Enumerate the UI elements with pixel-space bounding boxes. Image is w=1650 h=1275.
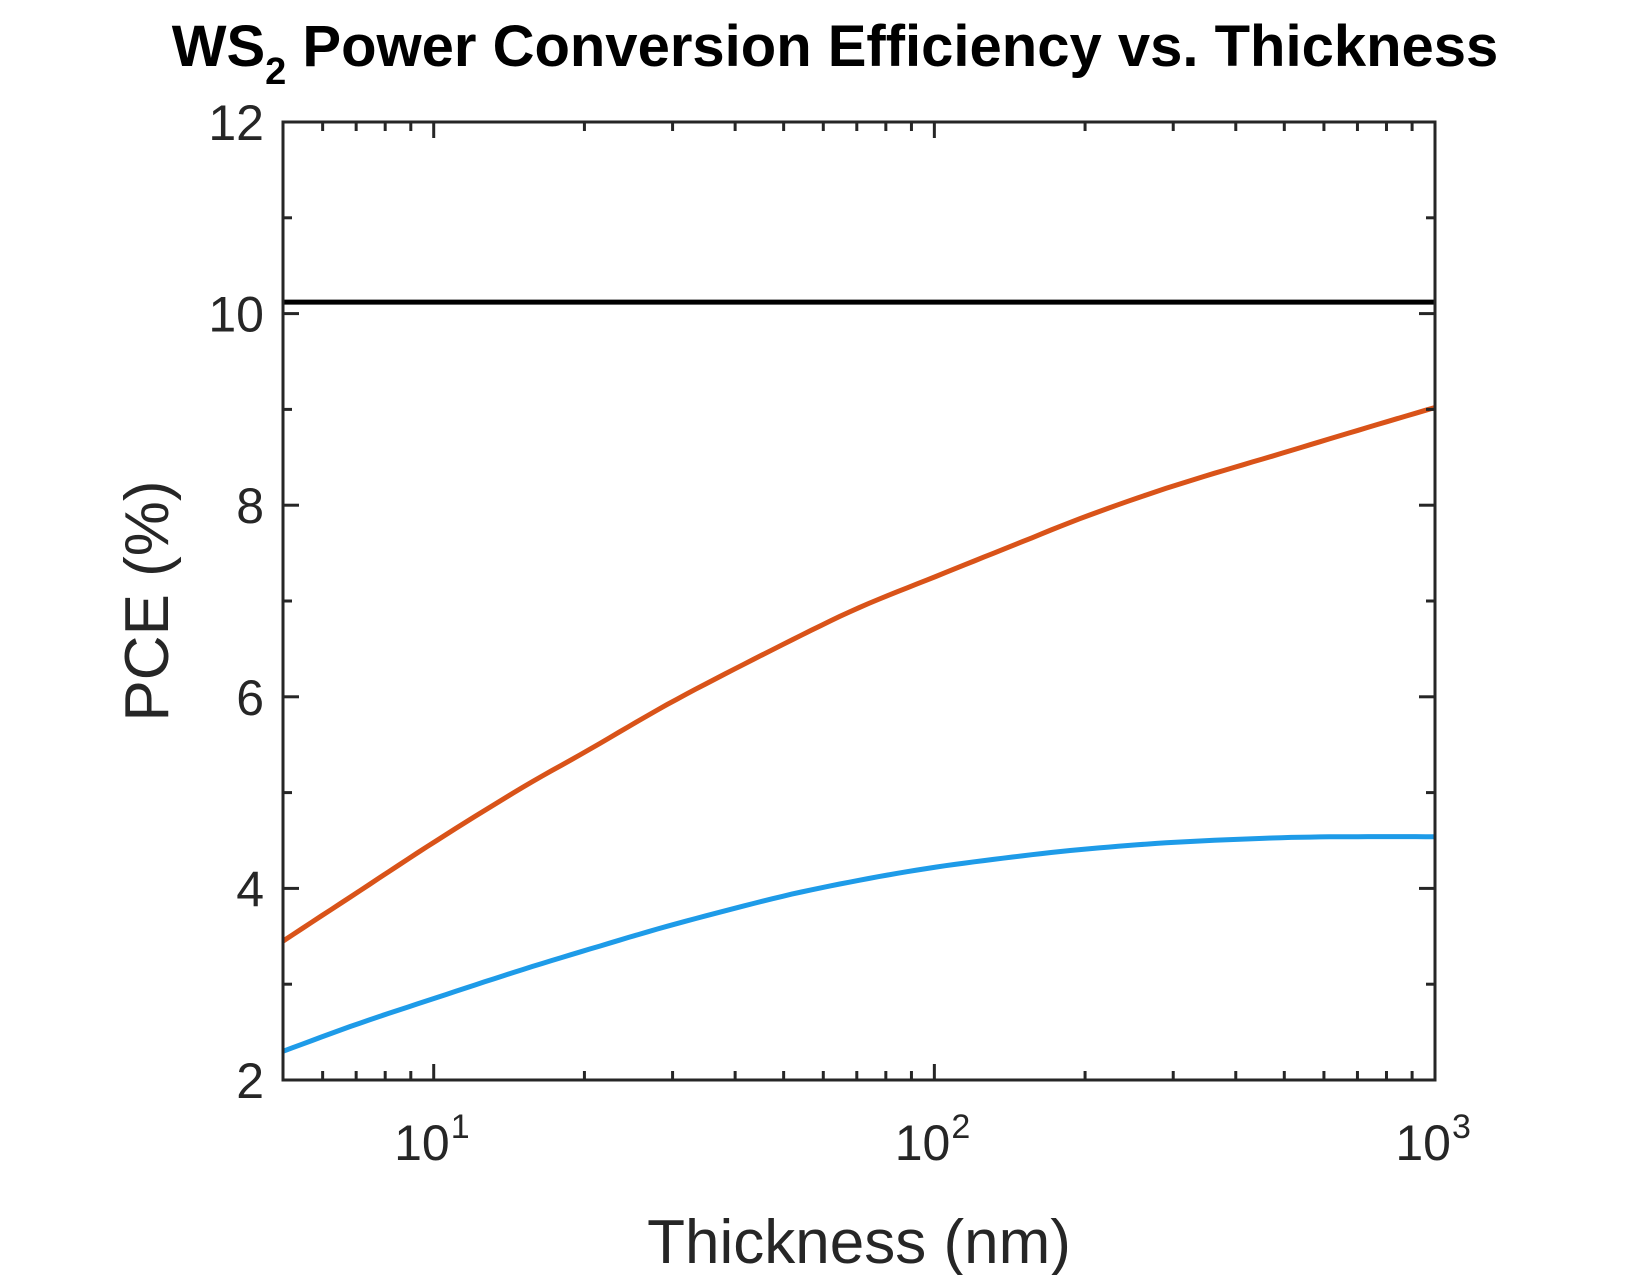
y-tick-label: 2 bbox=[236, 1053, 264, 1109]
y-tick-label: 8 bbox=[236, 478, 264, 534]
svg-text:10: 10 bbox=[895, 1115, 951, 1171]
svg-text:1: 1 bbox=[451, 1108, 470, 1146]
svg-text:10: 10 bbox=[394, 1115, 450, 1171]
x-tick-label: 10 1 bbox=[394, 1108, 470, 1171]
series-line-3 bbox=[282, 834, 1435, 1054]
series-line-2 bbox=[281, 405, 1436, 944]
y-axis-label: PCE (%) bbox=[113, 480, 182, 721]
y-tick-label: 10 bbox=[208, 287, 264, 343]
svg-text:10: 10 bbox=[1395, 1115, 1451, 1171]
x-axis-label: Thickness (nm) bbox=[647, 1208, 1071, 1275]
ticks-layer bbox=[281, 120, 1437, 1082]
y-tick-label: 6 bbox=[236, 670, 264, 726]
x-tick-labels: 10 1 10 2 10 3 bbox=[394, 1108, 1471, 1171]
chart-title: WS2 Power Conversion Efficiency vs. Thic… bbox=[172, 14, 1499, 93]
y-tick-label: 12 bbox=[208, 95, 264, 151]
svg-text:2: 2 bbox=[951, 1108, 970, 1146]
svg-text:3: 3 bbox=[1452, 1108, 1471, 1146]
series-layer bbox=[281, 299, 1436, 1054]
y-tick-label: 4 bbox=[236, 861, 264, 917]
x-tick-label: 10 2 bbox=[895, 1108, 971, 1171]
y-tick-labels: 2 4 6 8 10 12 bbox=[208, 95, 264, 1109]
x-tick-label: 10 3 bbox=[1395, 1108, 1471, 1171]
plot-frame bbox=[281, 120, 1437, 1082]
